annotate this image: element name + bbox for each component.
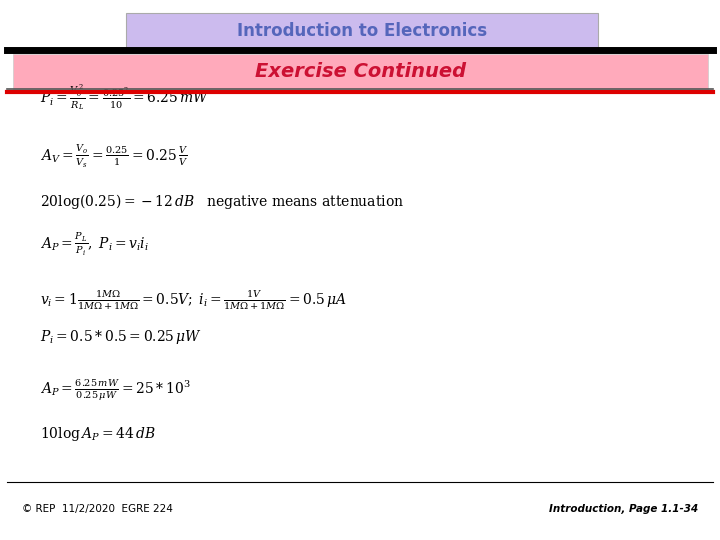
Text: $A_P = \frac{P_L}{P_i},\; P_i = v_i i_i$: $A_P = \frac{P_L}{P_i},\; P_i = v_i i_i$: [40, 231, 148, 258]
Text: Exercise Continued: Exercise Continued: [255, 62, 467, 81]
Text: $v_i = 1\frac{1M\Omega}{1M\Omega+1M\Omega} = 0.5V;\; i_i = \frac{1V}{1M\Omega+1M: $v_i = 1\frac{1M\Omega}{1M\Omega+1M\Omeg…: [40, 288, 347, 312]
FancyBboxPatch shape: [126, 13, 598, 50]
Text: $A_P = \frac{6.25\,mW}{0.25\,\mu W} = 25*10^3$: $A_P = \frac{6.25\,mW}{0.25\,\mu W} = 25…: [40, 377, 190, 403]
Text: Introduction, Page 1.1-34: Introduction, Page 1.1-34: [549, 504, 698, 514]
Text: $A_V = \frac{V_o}{V_s} = \frac{0.25}{1} = 0.25\,\frac{V}{V}$: $A_V = \frac{V_o}{V_s} = \frac{0.25}{1} …: [40, 143, 188, 170]
Text: $P_i = 0.5 * 0.5 = 0.25\,\mu W$: $P_i = 0.5 * 0.5 = 0.25\,\mu W$: [40, 328, 202, 347]
Text: $10\log A_P = 44\,dB$: $10\log A_P = 44\,dB$: [40, 425, 156, 443]
Text: $20\log(0.25) = -12\,dB\quad \mathrm{negative\ means\ attenuation}$: $20\log(0.25) = -12\,dB\quad \mathrm{neg…: [40, 192, 404, 212]
Text: $P_i = \frac{V_o^{\,2}}{R_L} = \frac{0.25^2}{10} = 6.25\,mW$: $P_i = \frac{V_o^{\,2}}{R_L} = \frac{0.2…: [40, 82, 210, 112]
Text: Introduction to Electronics: Introduction to Electronics: [237, 22, 487, 40]
FancyBboxPatch shape: [13, 54, 708, 89]
Text: © REP  11/2/2020  EGRE 224: © REP 11/2/2020 EGRE 224: [22, 504, 173, 514]
